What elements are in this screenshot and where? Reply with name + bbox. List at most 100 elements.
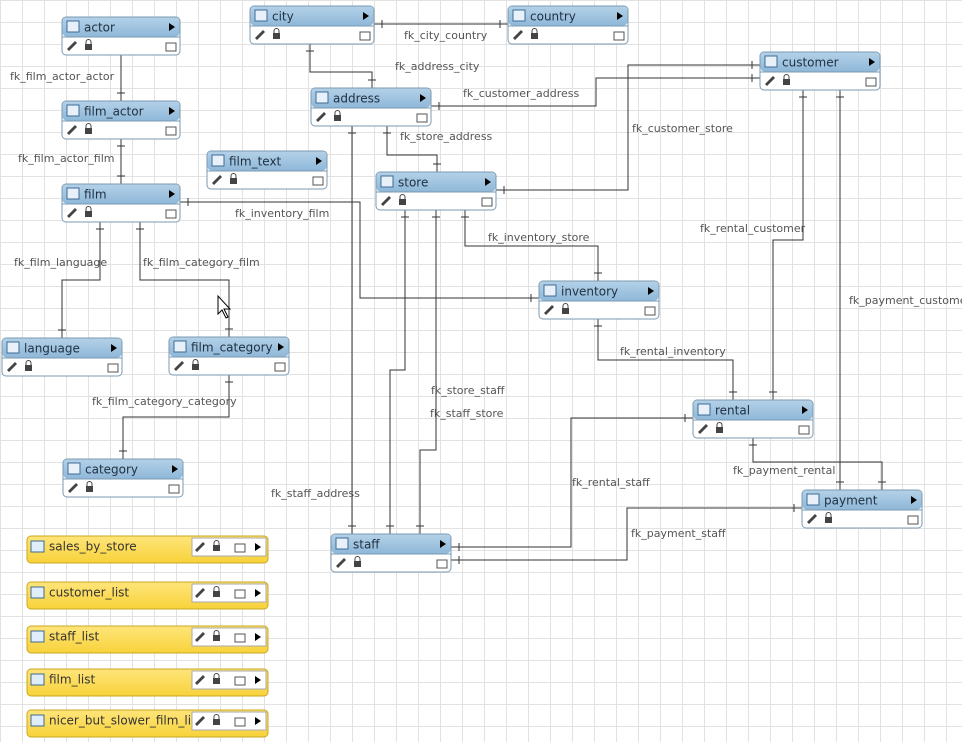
expand-arrow[interactable] [169,23,175,31]
expand-arrow[interactable] [485,178,491,186]
lock-icon [213,635,220,641]
edit-icon [67,41,77,51]
expand-arrow[interactable] [111,344,117,352]
columns-icon [168,484,180,494]
columns-icon [165,209,177,219]
expand-arrow[interactable] [255,543,261,551]
expand-arrow[interactable] [172,465,178,473]
expand-arrow[interactable] [420,94,426,102]
view-toolbar [191,670,267,690]
edit-icon [807,514,817,524]
table-name: rental [715,404,750,418]
table-icon [315,91,329,104]
columns-icon [312,176,324,186]
table-icon [764,55,778,68]
expand-arrow[interactable] [617,12,623,20]
table-header [63,459,183,479]
columns-icon [798,425,810,435]
columns-icon [416,113,428,123]
table-header [376,172,496,192]
expand-arrow[interactable] [278,343,284,351]
table-name: payment [824,494,878,508]
table-name: country [530,10,576,24]
expand-arrow[interactable] [802,406,808,414]
relationship-line [772,89,804,400]
view-toolbar [191,711,267,731]
expand-arrow[interactable] [255,589,261,597]
expand-arrow[interactable] [363,12,369,20]
edit-icon [195,542,205,552]
lock-icon [213,591,220,597]
lock-icon [562,308,569,314]
edit-icon [195,588,205,598]
edit-icon [513,30,523,40]
table-name: inventory [561,285,618,299]
relationship-line [419,209,437,534]
view-name: sales_by_store [49,540,137,554]
relationship-label: fk_store_staff [431,384,505,397]
expand-arrow[interactable] [255,717,261,725]
expand-arrow[interactable] [869,58,875,66]
table-name: address [333,92,380,106]
lock-icon [531,33,538,39]
relationship-label: fk_inventory_film [235,207,329,220]
table-header [250,6,374,26]
relationship-label: fk_film_language [14,256,107,269]
lock-shackle [531,28,538,33]
table-icon [211,154,225,167]
lock-icon [825,517,832,523]
relationship-label: fk_staff_address [271,487,360,500]
lock-shackle [334,110,341,115]
lock-shackle [213,540,220,545]
expand-arrow[interactable] [169,107,175,115]
expand-arrow[interactable] [440,540,446,548]
columns-icon [165,42,177,52]
lock-icon [334,115,341,121]
view-toolbar [191,583,267,603]
expand-arrow[interactable] [911,496,917,504]
table-icon [66,104,80,117]
lock-shackle [86,481,93,486]
relationship-line [139,221,230,337]
table-icon [512,9,526,22]
relationship-label: fk_inventory_store [488,231,590,244]
expand-arrow[interactable] [255,633,261,641]
edit-icon [765,76,775,86]
table-header [311,88,431,108]
lock-shackle [192,359,199,364]
table-name: customer [782,56,839,70]
relationship-label: fk_rental_staff [572,476,650,489]
edit-icon [67,125,77,135]
lock-icon [273,33,280,39]
view-icon [30,586,45,599]
relationship-line [122,374,230,459]
edit-icon [212,175,222,185]
edit-icon [195,675,205,685]
edit-icon [67,208,77,218]
lock-icon [85,44,92,50]
table-icon [806,493,820,506]
view-toolbar [191,627,267,647]
expand-arrow[interactable] [648,287,654,295]
table-name: language [24,342,80,356]
edit-icon [544,305,554,315]
lock-icon [354,561,361,567]
expand-arrow[interactable] [255,676,261,684]
columns-icon [274,362,286,372]
table-header [331,534,451,554]
lock-icon [85,128,92,134]
table-name: film [84,188,107,202]
columns-icon [907,515,919,525]
lock-shackle [25,360,32,365]
expand-arrow[interactable] [316,157,322,165]
view-name: customer_list [49,586,129,600]
lock-icon [230,178,237,184]
columns-icon [234,589,246,599]
lock-icon [25,365,32,371]
lock-shackle [783,74,790,79]
edit-icon [195,716,205,726]
expand-arrow[interactable] [169,190,175,198]
relationship-line [451,417,693,548]
